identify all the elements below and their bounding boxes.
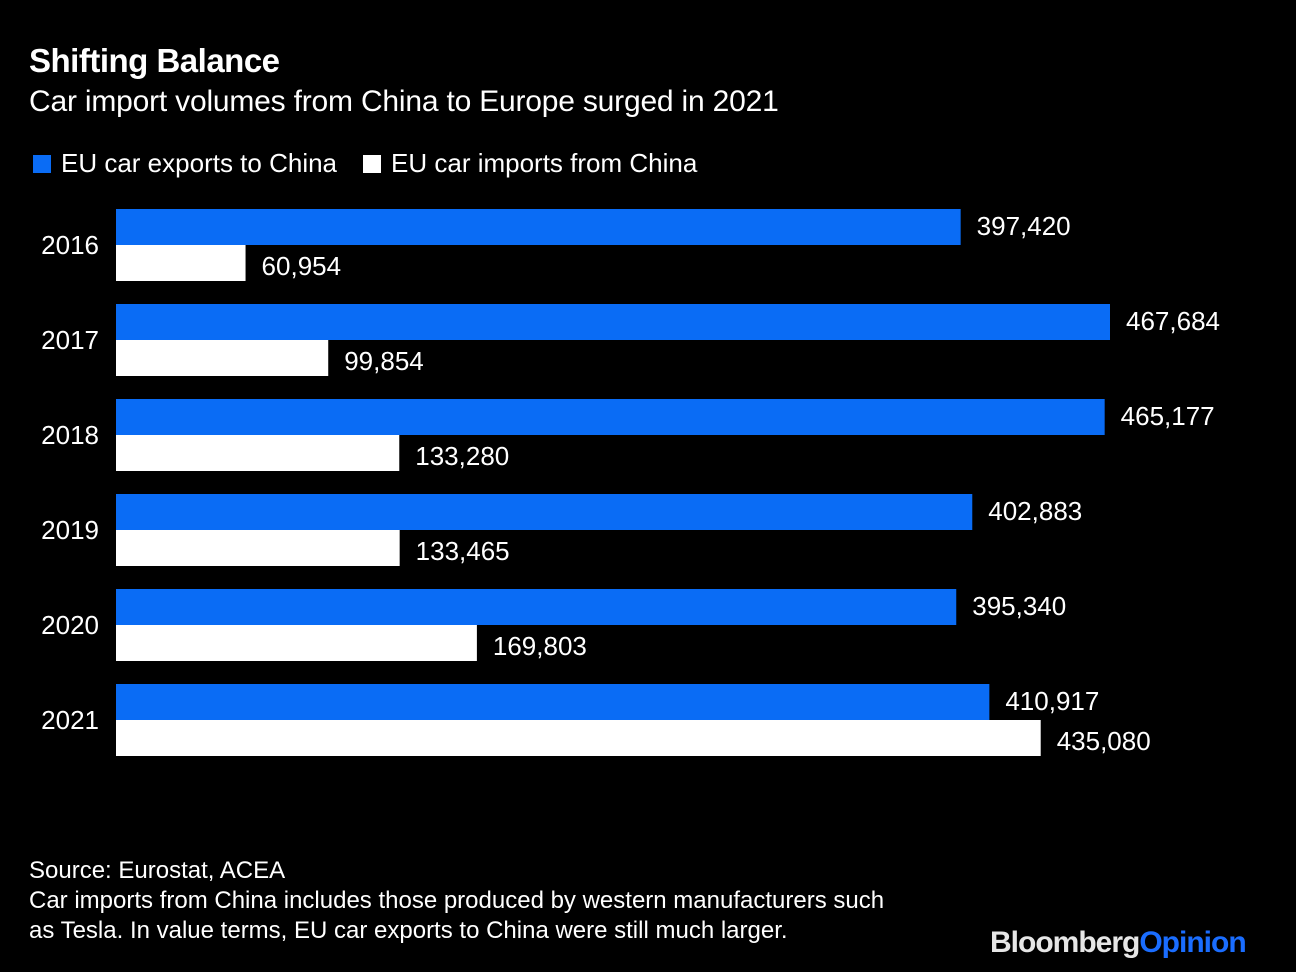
category-label-2018: 2018 xyxy=(41,420,99,450)
category-label-2019: 2019 xyxy=(41,515,99,545)
bar-imports-2020 xyxy=(116,625,477,661)
bar-exports-2018 xyxy=(116,399,1105,435)
legend-label-imports: EU car imports from China xyxy=(391,148,698,178)
data-label-exports-2016: 397,420 xyxy=(977,211,1071,241)
bar-imports-2017 xyxy=(116,340,329,376)
bar-exports-2019 xyxy=(116,494,973,530)
legend-item-imports: EU car imports from China xyxy=(363,148,697,179)
category-label-2017: 2017 xyxy=(41,325,99,355)
legend-label-exports: EU car exports to China xyxy=(61,148,338,178)
data-label-exports-2019: 402,883 xyxy=(988,496,1082,526)
chart-title: Shifting Balance xyxy=(29,42,280,79)
data-label-exports-2020: 395,340 xyxy=(972,591,1066,621)
data-label-exports-2017: 467,684 xyxy=(1126,306,1220,336)
data-label-exports-2018: 465,177 xyxy=(1121,401,1215,431)
bar-exports-2017 xyxy=(116,304,1110,340)
bar-exports-2021 xyxy=(116,684,990,720)
footnote-line-1: Car imports from China includes those pr… xyxy=(29,887,885,914)
data-label-imports-2016: 60,954 xyxy=(262,251,342,281)
category-label-2020: 2020 xyxy=(41,610,99,640)
brand-opinion: Opinion xyxy=(1139,926,1246,959)
legend-swatch-exports xyxy=(33,154,51,173)
data-label-imports-2018: 133,280 xyxy=(415,441,509,471)
bar-imports-2019 xyxy=(116,530,400,566)
category-label-2021: 2021 xyxy=(41,705,99,735)
legend-swatch-imports xyxy=(363,154,382,173)
bar-imports-2018 xyxy=(116,435,400,471)
data-label-imports-2020: 169,803 xyxy=(493,631,587,661)
chart-subtitle: Car import volumes from China to Europe … xyxy=(29,85,779,118)
legend: EU car exports to China EU car imports f… xyxy=(33,148,723,179)
data-label-imports-2017: 99,854 xyxy=(344,346,424,376)
data-label-exports-2021: 410,917 xyxy=(1005,686,1099,716)
source-note: Source: Eurostat, ACEA xyxy=(29,857,286,884)
bar-exports-2020 xyxy=(116,589,957,625)
footer: Source: Eurostat, ACEA Car imports from … xyxy=(29,856,884,946)
bar-imports-2016 xyxy=(116,245,246,281)
bar-exports-2016 xyxy=(116,209,961,245)
brand-bloomberg: Bloomberg xyxy=(990,926,1140,959)
category-label-2016: 2016 xyxy=(41,230,99,260)
bloomberg-opinion-logo: BloombergOpinion xyxy=(990,926,1247,960)
data-label-imports-2021: 435,080 xyxy=(1057,726,1151,756)
bar-imports-2021 xyxy=(116,720,1041,756)
footnote-line-2: as Tesla. In value terms, EU car exports… xyxy=(29,917,788,944)
data-label-imports-2019: 133,465 xyxy=(416,536,510,566)
legend-item-exports: EU car exports to China xyxy=(33,148,337,179)
